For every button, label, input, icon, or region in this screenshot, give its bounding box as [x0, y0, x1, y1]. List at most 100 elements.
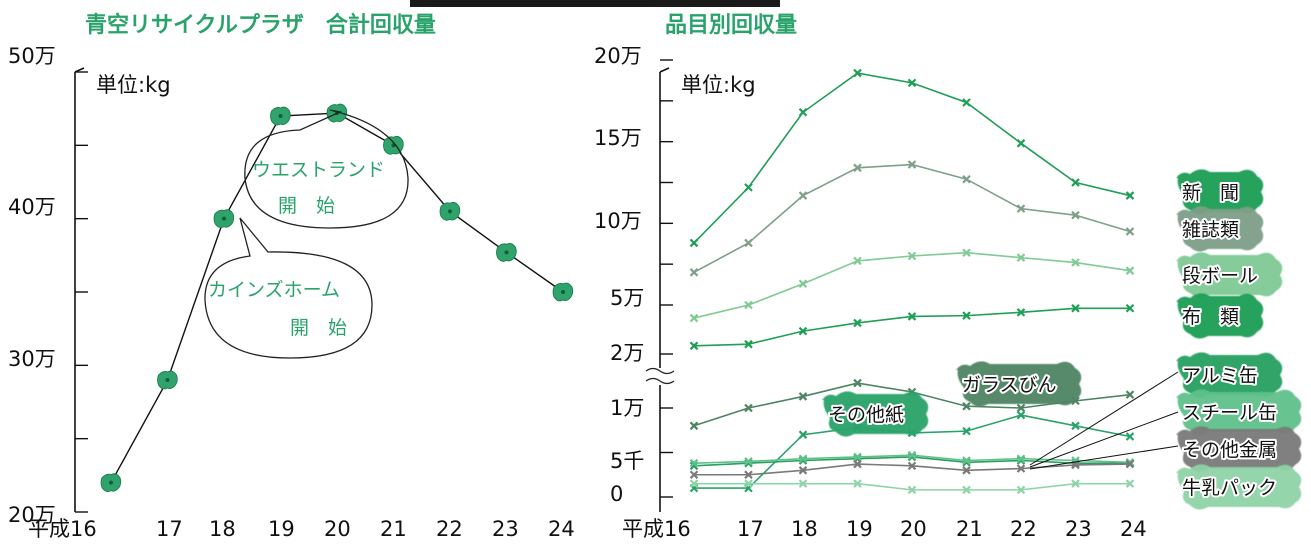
left-x-tick-label: 20	[324, 517, 351, 541]
right-x-tick-label: 18	[791, 517, 818, 541]
legend-swatch-blob	[1176, 389, 1302, 435]
left-data-point-center	[561, 290, 565, 294]
series-point	[689, 238, 699, 248]
left-x-tick-label: 19	[268, 517, 295, 541]
right-chart-title: 品目別回収量	[665, 13, 797, 38]
legend-item: 新 聞	[1176, 169, 1264, 215]
left-data-point-center	[222, 216, 226, 221]
callout-westland-line1: ウエストランド	[252, 159, 385, 181]
series-point	[962, 466, 971, 475]
legend-label: アルミ缶	[1182, 365, 1258, 387]
series-point	[962, 248, 971, 258]
left-data-point-center	[278, 114, 283, 118]
callout-westland-line2: 開 始	[278, 195, 335, 217]
left-x-tick-label: 平成16	[28, 517, 97, 541]
left-data-point-center	[504, 250, 509, 255]
series-point	[1125, 390, 1135, 399]
right-chart: 品目別回収量 単位:kg 20万 15万 10万 5万 2万 1万 5千 0 平…	[594, 13, 1302, 541]
series-point	[962, 401, 971, 411]
right-x-tick-label: 平成16	[622, 517, 691, 541]
right-y-tick-label: 0	[610, 482, 623, 506]
left-y-tick-label: 20万	[8, 503, 56, 527]
series-point	[907, 461, 917, 471]
series-point	[907, 312, 917, 321]
left-data-point-center	[109, 480, 113, 485]
series-point	[853, 163, 862, 173]
right-y-tick-label: 1万	[610, 396, 644, 420]
right-x-tick-label: 17	[737, 517, 764, 541]
legend-swatch-blob	[1176, 293, 1264, 339]
series-line	[693, 251, 1131, 319]
legend-label: ガラスびん	[962, 374, 1057, 396]
right-y-ticks	[660, 59, 673, 498]
right-x-tick-label: 24	[1120, 517, 1147, 541]
series-point	[1071, 479, 1080, 488]
series-point	[744, 183, 753, 192]
right-y-tick-label: 15万	[594, 126, 642, 150]
left-x-tick-label: 17	[156, 517, 183, 541]
series-point	[1016, 253, 1026, 262]
right-unit-label: 単位:kg	[681, 73, 756, 97]
series-point	[798, 430, 808, 439]
right-x-tick-label: 20	[900, 517, 927, 541]
series-point	[744, 403, 753, 413]
series-point	[907, 450, 917, 460]
series-line	[693, 307, 1130, 347]
series-point	[1016, 204, 1026, 213]
series-point	[1125, 266, 1135, 275]
series-point	[744, 479, 753, 488]
series-point	[907, 251, 917, 261]
series-point	[798, 466, 808, 475]
series-point	[1125, 459, 1135, 469]
top-decoration	[410, 0, 780, 7]
series-point	[1071, 421, 1080, 431]
series-point	[1016, 485, 1026, 495]
series-point	[962, 98, 971, 107]
legend-item: 布 類	[1176, 293, 1264, 339]
series-point	[962, 311, 971, 320]
series-point	[744, 470, 753, 480]
legend-label: 牛乳パック	[1182, 477, 1277, 499]
right-y-axis-cap	[659, 67, 670, 73]
legend-item: 雑誌類	[1176, 206, 1264, 252]
left-chart: 青空リサイクルプラザ 合計回収量 単位:kg 50万 40万 30万 20万 平…	[8, 12, 575, 541]
right-y-tick-label: 10万	[594, 209, 642, 233]
series-line	[693, 72, 1131, 244]
series-point	[853, 378, 862, 388]
series-point	[798, 191, 808, 200]
series-point	[1125, 191, 1135, 200]
left-data-point-center	[448, 209, 452, 214]
legend-swatch-blob	[1176, 464, 1302, 510]
series-point	[962, 174, 971, 184]
left-x-tick-label: 18	[209, 517, 236, 541]
left-y-ticks	[75, 71, 88, 513]
series-point	[689, 470, 699, 480]
series-point	[689, 421, 699, 431]
right-x-tick-label: 19	[846, 517, 873, 541]
left-data-point	[157, 370, 178, 390]
legend-swatch-blob	[1176, 206, 1264, 252]
series-point	[1016, 308, 1026, 317]
legend-label: その他金属	[1182, 439, 1277, 461]
legend-leader-line	[1029, 445, 1179, 470]
legend-swatch-blob	[822, 391, 929, 437]
series-point	[798, 279, 808, 289]
series-point	[744, 339, 753, 349]
legend-item: アルミ缶	[1176, 352, 1283, 398]
left-x-tick-label: 24	[548, 517, 575, 541]
series-point	[907, 485, 917, 495]
series-point	[744, 300, 753, 310]
series-point	[1016, 403, 1026, 413]
legend-item: 牛乳パック	[1176, 464, 1302, 510]
right-y-tick-label: 2万	[610, 341, 644, 365]
series-point	[853, 479, 862, 488]
series-point	[798, 107, 808, 117]
legend-item: その他金属	[1176, 426, 1302, 472]
series-point	[798, 479, 808, 488]
series-point	[689, 479, 699, 488]
series-point	[907, 160, 917, 169]
left-chart-title: 青空リサイクルプラザ 合計回収量	[85, 12, 436, 38]
legend-swatch-blob	[1176, 169, 1264, 215]
series-point	[1016, 139, 1026, 148]
left-y-tick-label: 30万	[8, 347, 56, 371]
